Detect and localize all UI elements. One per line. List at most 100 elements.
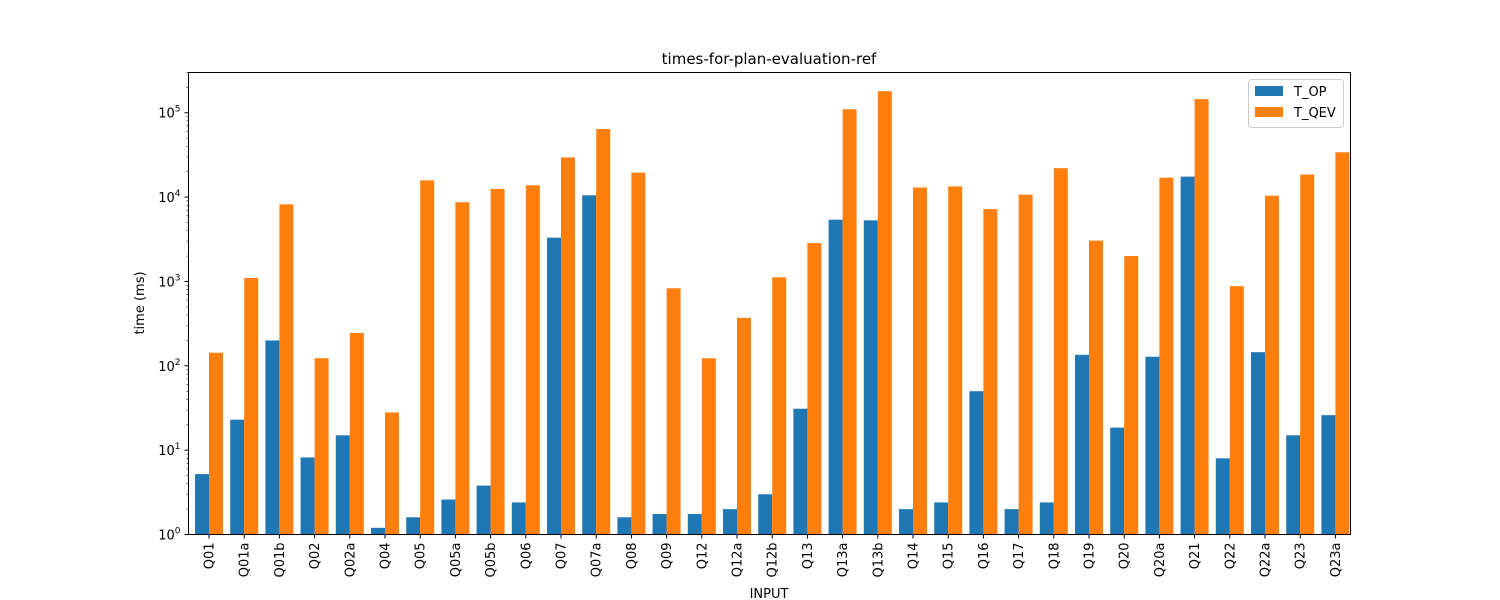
bar-t-op-q07 xyxy=(547,237,561,535)
bar-t-qev-q23 xyxy=(1300,174,1315,535)
bar-t-qev-q20a xyxy=(1159,177,1174,535)
bar-t-op-q13a xyxy=(828,219,843,535)
bar-t-op-q22a xyxy=(1251,352,1265,535)
bar-t-qev-q08 xyxy=(631,172,646,535)
x-tick-label-q22a: Q22a xyxy=(1259,543,1274,578)
x-tick-label-q07a: Q07a xyxy=(590,543,605,578)
bar-t-op-q20 xyxy=(1110,427,1125,535)
legend: T_OP T_QEV xyxy=(1248,79,1344,128)
x-tick-label-q01b: Q01b xyxy=(273,543,288,578)
legend-swatch-t-op xyxy=(1255,86,1283,96)
bar-t-qev-q21 xyxy=(1194,99,1209,535)
bar-t-qev-q13a xyxy=(842,109,857,535)
bar-t-op-q14 xyxy=(899,509,913,535)
x-tick-label-q14: Q14 xyxy=(907,543,922,570)
bar-t-qev-q13b xyxy=(877,91,892,535)
x-tick-label-q21: Q21 xyxy=(1188,543,1203,570)
plot-area-frame xyxy=(188,72,1351,535)
bar-t-qev-q23a xyxy=(1335,152,1350,535)
bar-t-op-q15 xyxy=(934,502,949,535)
legend-swatch-t-qev xyxy=(1255,107,1283,117)
x-tick-label-q23a: Q23a xyxy=(1329,543,1344,578)
x-tick-label-q05b: Q05b xyxy=(484,543,499,578)
bar-t-qev-q09 xyxy=(666,288,681,535)
bar-t-op-q13 xyxy=(793,408,808,535)
bar-t-op-q02a xyxy=(335,435,350,535)
bar-t-qev-q17 xyxy=(1018,194,1033,535)
bar-t-qev-q15 xyxy=(948,186,963,535)
x-axis-label: INPUT xyxy=(750,587,789,600)
x-tick-label-q01: Q01 xyxy=(203,543,218,570)
bar-t-qev-q12 xyxy=(701,358,716,535)
bar-t-op-q06 xyxy=(511,502,526,535)
bar-t-op-q21 xyxy=(1180,176,1195,535)
x-tick-label-q15: Q15 xyxy=(942,543,957,570)
bar-t-qev-q05b xyxy=(490,188,505,535)
bar-t-op-q16 xyxy=(969,391,984,535)
x-tick-label-q09: Q09 xyxy=(660,543,675,570)
x-tick-label-q07: Q07 xyxy=(555,543,570,570)
chart-title: times-for-plan-evaluation-ref xyxy=(662,50,877,68)
bar-t-qev-q01 xyxy=(209,352,223,535)
bar-t-qev-q01b xyxy=(279,204,294,535)
x-tick-label-q13a: Q13a xyxy=(836,543,851,578)
bar-t-qev-q22 xyxy=(1229,286,1244,535)
y-tick-label: 104 xyxy=(158,189,181,206)
y-tick-label: 100 xyxy=(158,527,181,544)
bar-t-qev-q14 xyxy=(913,187,927,535)
bar-t-qev-q22a xyxy=(1265,195,1279,535)
x-axis: Q01 Q01a Q01b Q02 Q02a Q04 Q05 Q05a Q05b Q06 Q07 Q0… xyxy=(203,534,1344,578)
x-tick-label-q13b: Q13b xyxy=(871,543,886,578)
bar-t-op-q20a xyxy=(1145,356,1160,535)
bar-t-qev-q07a xyxy=(596,129,611,535)
y-tick-label: 102 xyxy=(158,358,180,375)
legend-label-t-op: T_OP xyxy=(1293,85,1327,100)
x-tick-label-q19: Q19 xyxy=(1083,543,1098,570)
bar-t-op-q12b xyxy=(758,494,773,535)
bar-t-qev-q02 xyxy=(314,358,329,535)
x-tick-label-q20a: Q20a xyxy=(1153,543,1168,578)
bar-t-op-q01a xyxy=(230,419,245,535)
bar-t-op-q23a xyxy=(1321,415,1336,535)
bar-t-op-q18 xyxy=(1039,502,1054,535)
bar-t-op-q01 xyxy=(195,474,209,535)
bar-t-op-q19 xyxy=(1075,354,1089,535)
bar-t-op-q05b xyxy=(476,485,491,535)
bar-t-op-q05 xyxy=(406,517,421,535)
y-tick-label: 103 xyxy=(158,273,180,290)
x-tick-label-q18: Q18 xyxy=(1047,543,1062,570)
bar-t-qev-q12b xyxy=(772,277,787,535)
x-tick-label-q12a: Q12a xyxy=(731,543,746,578)
bars-group xyxy=(195,91,1350,535)
x-tick-label-q12b: Q12b xyxy=(766,543,781,578)
bar-t-op-q07a xyxy=(582,195,597,535)
bar-t-qev-q01a xyxy=(244,277,259,535)
x-tick-label-q12: Q12 xyxy=(695,543,710,570)
bar-t-qev-q16 xyxy=(983,209,998,535)
bar-t-op-q13b xyxy=(863,220,878,535)
x-tick-label-q08: Q08 xyxy=(625,543,640,570)
y-axis-label: time (ms) xyxy=(133,271,148,334)
bar-t-qev-q04 xyxy=(385,412,399,535)
x-tick-label-q02: Q02 xyxy=(308,543,323,570)
x-tick-label-q05a: Q05a xyxy=(449,543,464,578)
y-axis: 100 101 102 103 104 105 xyxy=(158,72,189,544)
bar-t-qev-q05 xyxy=(420,180,435,535)
bar-t-op-q17 xyxy=(1004,509,1019,535)
x-tick-label-q05: Q05 xyxy=(414,543,429,570)
y-tick-label: 105 xyxy=(158,105,180,122)
bar-t-op-q04 xyxy=(371,527,385,535)
x-tick-label-q16: Q16 xyxy=(977,543,992,570)
bar-t-qev-q06 xyxy=(525,185,540,535)
bar-t-qev-q07 xyxy=(561,157,575,535)
bar-t-qev-q12a xyxy=(737,317,751,535)
x-tick-label-q01a: Q01a xyxy=(238,543,253,578)
bar-t-op-q05a xyxy=(441,499,456,535)
x-tick-label-q04: Q04 xyxy=(379,543,394,570)
bar-t-op-q01b xyxy=(265,340,280,535)
bar-t-op-q12a xyxy=(723,509,737,535)
bar-t-qev-q20 xyxy=(1124,256,1139,535)
bar-t-op-q23 xyxy=(1286,435,1301,535)
bar-t-op-q08 xyxy=(617,517,632,535)
